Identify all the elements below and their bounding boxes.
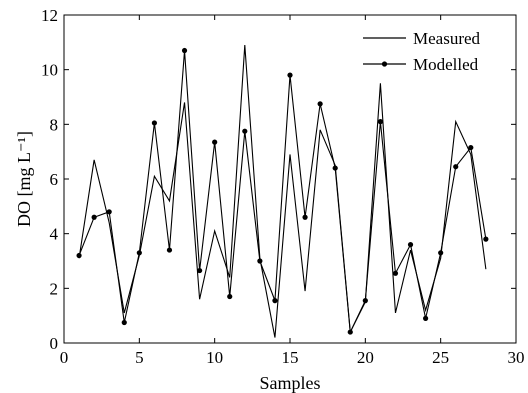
series-layer — [76, 45, 489, 338]
data-point-modelled — [362, 298, 368, 304]
legend-modelled-label: Modelled — [413, 55, 479, 74]
data-point-modelled — [212, 139, 218, 145]
y-axis-label: DO [mg L⁻¹] — [14, 131, 34, 227]
data-point-modelled — [181, 47, 188, 54]
y-tick-label: 4 — [50, 225, 59, 244]
legend-measured-label: Measured — [413, 29, 481, 48]
data-point-modelled — [136, 250, 142, 256]
data-point-modelled — [242, 128, 248, 134]
x-tick-label: 30 — [508, 348, 525, 367]
x-tick-label: 0 — [60, 348, 69, 367]
x-tick-label: 25 — [432, 348, 449, 367]
x-axis-label: Samples — [260, 373, 321, 393]
data-point-modelled — [197, 267, 203, 274]
data-point-modelled — [302, 214, 308, 220]
data-point-modelled — [438, 250, 444, 256]
y-tick-label: 10 — [41, 61, 58, 80]
y-tick-label: 6 — [50, 170, 59, 189]
x-tick-label: 10 — [206, 348, 223, 367]
x-tick-label: 20 — [357, 348, 374, 367]
data-point-modelled — [287, 72, 293, 78]
data-point-modelled — [166, 247, 173, 253]
data-point-modelled — [76, 252, 82, 259]
data-point-modelled — [453, 164, 459, 170]
data-point-modelled — [407, 242, 414, 248]
axis-ticks: 0 5 10 15 20 25 30 0 2 4 6 8 10 12 — [41, 6, 525, 367]
data-point-modelled — [121, 319, 127, 326]
data-point-modelled — [227, 293, 233, 300]
y-tick-label: 2 — [50, 279, 59, 298]
legend: Measured Modelled — [363, 29, 481, 74]
data-point-modelled — [392, 270, 399, 276]
data-point-modelled — [106, 209, 112, 215]
data-point-modelled — [332, 165, 338, 171]
data-point-modelled — [272, 298, 278, 304]
x-tick-label: 5 — [135, 348, 144, 367]
data-point-modelled — [347, 329, 353, 335]
data-point-modelled — [257, 258, 263, 264]
data-point-modelled — [151, 120, 157, 126]
data-point-modelled — [468, 144, 474, 151]
series-line-modelled — [78, 50, 487, 335]
data-point-modelled — [377, 119, 383, 125]
data-point-modelled — [317, 101, 323, 107]
plot-frame — [63, 14, 517, 344]
data-point-modelled — [91, 214, 97, 220]
y-tick-label: 8 — [50, 115, 59, 134]
y-tick-label: 12 — [41, 6, 58, 25]
data-point-modelled — [423, 315, 429, 321]
y-tick-label: 0 — [50, 334, 59, 353]
legend-modelled-marker — [381, 61, 388, 67]
x-tick-label: 15 — [282, 348, 299, 367]
data-point-modelled — [483, 236, 489, 242]
